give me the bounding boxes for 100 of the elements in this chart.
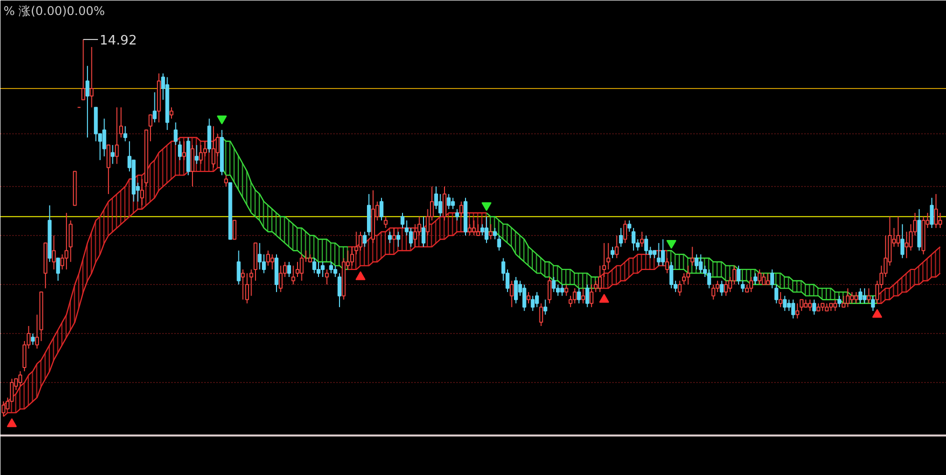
candlestick [262,254,266,274]
candlestick [572,288,577,304]
candlestick [665,258,670,274]
candlestick [623,220,628,244]
candlestick [152,92,157,123]
candlestick [329,261,334,274]
candlestick [614,235,619,259]
candlestick [598,265,602,293]
candlestick [224,174,228,188]
candlestick [535,292,539,308]
point [482,202,492,212]
candlestick [472,220,476,236]
candlestick [854,292,858,304]
candlestick [526,292,530,304]
candlestick [434,186,438,210]
candlestick [732,265,736,286]
candlestick [300,254,304,282]
candlestick [694,254,698,270]
candlestick [619,227,623,248]
candlestick [174,122,178,146]
candlestick [438,194,442,218]
candlestick [240,268,245,300]
point [872,308,882,318]
candlestick [212,126,216,168]
candlestick [60,254,64,270]
candlestick [64,212,68,270]
candlestick [656,242,661,266]
candlestick [736,265,740,286]
candlestick [106,144,110,195]
candlestick [774,284,778,304]
candlestick [720,280,724,296]
candlestick [338,272,342,308]
candlestick [333,265,338,278]
annotation: 14.92 [100,33,137,48]
candlestick [770,268,774,289]
candlestick [320,261,325,278]
candlestick [661,238,665,266]
chart-title: % 涨(0.00)0.00% [4,4,105,18]
candlestick [539,302,544,326]
candlestick [110,144,115,164]
candlestick [358,231,362,252]
candlestick [249,268,254,296]
candlestick [35,314,39,350]
candlestick [808,299,812,312]
candlestick [938,212,942,228]
candlestick [577,288,581,304]
candlestick [795,302,800,319]
candlestick [266,250,270,266]
candlestick [396,231,400,248]
candlestick [488,224,493,240]
candlestick [564,284,568,296]
candlestick [842,295,846,308]
candlestick [417,216,422,236]
candlestick [514,276,518,304]
candlestick [833,299,838,312]
candlestick [530,295,535,312]
candlestick [459,201,464,218]
point [6,418,17,428]
candlestick [484,216,488,244]
candlestick [384,216,388,228]
candlestick [236,250,241,286]
candlestick [871,295,875,312]
candlestick [862,288,867,304]
candlestick [245,272,250,304]
candlestick [388,231,392,244]
candlestick [287,261,292,278]
candlestick [782,295,787,312]
candlestick [52,235,56,270]
candlestick [148,114,152,142]
candlestick [18,370,22,387]
point [666,240,676,249]
candlestick [392,227,396,240]
candlestick [422,216,426,248]
candlestick [291,265,296,286]
candlestick [140,178,144,206]
candlestick [866,288,871,304]
candlestick [698,254,703,274]
candlestick [123,126,128,142]
candlestick [170,106,174,120]
candlestick [762,272,766,286]
candlestick [896,216,900,248]
candlestick [207,118,212,154]
candlestick [350,246,354,266]
candlestick [278,265,283,293]
candlestick [548,276,552,304]
candlestick [446,194,451,210]
candlestick [930,197,934,228]
candlestick [711,284,716,300]
candlestick [408,227,413,248]
candlestick [442,186,446,221]
candlestick [581,288,586,304]
candlestick [766,272,770,286]
candlestick [669,261,674,289]
candlestick [904,231,909,259]
candlestick [455,208,460,221]
candlestick [316,261,320,278]
candlestick [510,280,514,308]
candlestick [468,224,472,236]
candlestick [846,288,850,308]
candlestick [178,140,182,161]
